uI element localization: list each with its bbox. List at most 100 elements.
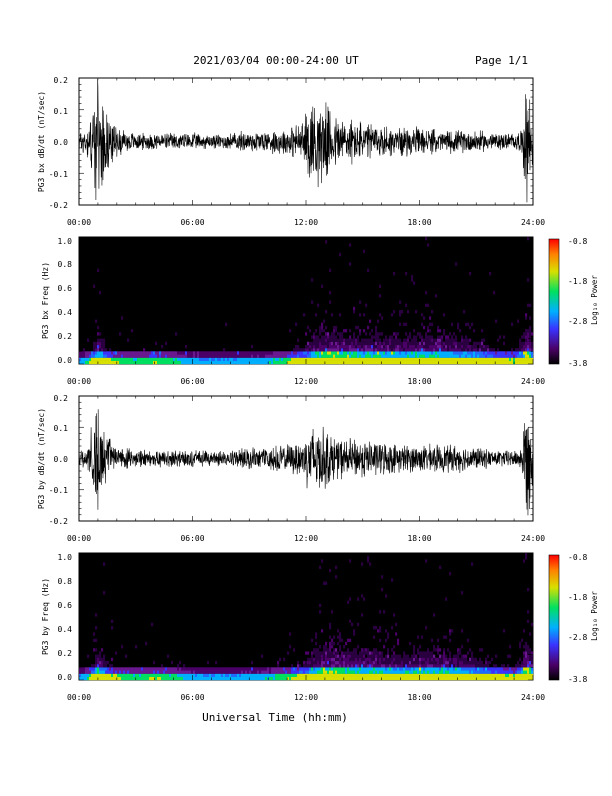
spectrogram-cell <box>509 645 512 649</box>
spectrogram-cell <box>159 360 162 365</box>
spectrogram-cell <box>345 329 348 333</box>
spectrogram-cell <box>411 360 414 365</box>
spectrogram-cell <box>315 648 318 652</box>
spectrogram-cell <box>529 357 532 361</box>
spectrogram-cell <box>315 667 318 671</box>
spectrogram-cell <box>337 332 340 336</box>
spectrogram-cell <box>399 673 402 677</box>
spectrogram-cell <box>249 360 252 365</box>
spectrogram-cell <box>271 357 274 361</box>
spectrogram-cell <box>451 360 454 365</box>
spectrogram-cell <box>359 660 362 665</box>
spectrogram-cell <box>203 354 206 358</box>
spectrogram-cell <box>235 673 238 677</box>
spectrogram-cell <box>319 565 322 570</box>
spectrogram-cell <box>173 667 176 671</box>
spectrogram-cell <box>521 673 524 677</box>
spectrogram-cell <box>523 657 526 662</box>
spectrogram-cell <box>279 351 282 355</box>
spectrogram-cell <box>463 357 466 361</box>
spectrogram-cell <box>419 670 422 674</box>
spectrogram-cell <box>421 670 424 674</box>
spectrogram-cell <box>137 357 140 361</box>
spectrogram-cell <box>111 667 114 671</box>
y-tick-label: 0.2 <box>54 394 69 403</box>
spectrogram-cell <box>255 360 258 365</box>
spectrogram-cell <box>301 357 304 361</box>
spectrogram-cell <box>329 341 332 346</box>
spectrogram-cell <box>513 357 516 361</box>
spectrogram-cell <box>327 360 330 365</box>
spectrogram-cell <box>525 360 528 365</box>
spectrogram-cell <box>245 670 248 674</box>
spectrogram-cell <box>359 341 362 346</box>
spectrogram-cell <box>443 660 446 665</box>
spectrogram-cell <box>451 664 454 668</box>
spectrogram-cell <box>159 670 162 674</box>
spectrogram-cell <box>147 667 150 671</box>
spectrogram-cell <box>519 645 522 649</box>
spectrogram-cell <box>385 338 388 342</box>
spectrogram-cell <box>239 357 242 361</box>
spectrogram-cell <box>315 651 318 655</box>
spectrogram-cell <box>107 357 110 361</box>
spectrogram-cell <box>141 667 144 671</box>
spectrogram-cell <box>491 354 494 358</box>
spectrogram-cell <box>435 664 438 668</box>
spectrogram-cell <box>319 603 322 608</box>
spectrogram-cell <box>337 660 340 665</box>
spectrogram-cell <box>391 648 394 652</box>
spectrogram-cell <box>197 351 200 355</box>
spectrogram-cell <box>369 357 372 361</box>
spectrogram-cell <box>451 335 454 339</box>
spectrogram-cell <box>305 664 308 668</box>
spectrogram-cell <box>377 341 380 346</box>
spectrogram-cell <box>161 360 164 365</box>
spectrogram-cell <box>439 329 442 333</box>
spectrogram-cell <box>83 670 86 674</box>
spectrogram-cell <box>275 673 278 677</box>
spectrogram-cell <box>321 664 324 668</box>
spectrogram-cell <box>471 670 474 674</box>
spectrogram-cell <box>87 667 90 671</box>
spectrogram-cell <box>269 354 272 358</box>
spectrogram-cell <box>443 341 446 346</box>
spectrogram-cell <box>315 313 318 317</box>
spectrogram-cell <box>285 670 288 674</box>
spectrogram-cell <box>129 676 132 681</box>
spectrogram-cell <box>245 357 248 361</box>
spectrogram-cell <box>89 670 92 674</box>
spectrogram-cell <box>487 357 490 361</box>
spectrogram-cell <box>319 645 322 649</box>
spectrogram-cell <box>101 676 104 681</box>
spectrogram-cell <box>357 622 360 627</box>
spectrogram-cell <box>289 670 292 674</box>
spectrogram-cell <box>329 670 332 674</box>
spectrogram-cell <box>447 660 450 665</box>
spectrogram-cell <box>393 660 396 665</box>
spectrogram-cell <box>379 670 382 674</box>
spectrogram-cell <box>497 354 500 358</box>
spectrogram-cell <box>471 360 474 365</box>
spectrogram-cell <box>391 670 394 674</box>
spectrogram-cell <box>121 316 124 320</box>
spectrogram-cell <box>285 354 288 358</box>
spectrogram-cell <box>479 344 482 349</box>
spectrogram-cell <box>133 670 136 674</box>
spectrogram-cell <box>167 354 170 358</box>
spectrogram-cell <box>235 667 238 671</box>
spectrogram-cell <box>243 667 246 671</box>
spectrogram-cell <box>129 673 132 677</box>
spectrogram-cell <box>351 344 354 349</box>
spectrogram-cell <box>103 357 106 361</box>
spectrogram-cell <box>245 676 248 681</box>
spectrogram-cell <box>455 357 458 361</box>
spectrogram-cell <box>299 667 302 671</box>
spectrogram-cell <box>217 357 220 361</box>
spectrogram-cell <box>85 676 88 681</box>
spectrogram-cell <box>443 657 446 662</box>
spectrogram-cell <box>139 676 142 681</box>
spectrogram-cell <box>359 351 362 355</box>
spectrogram-cell <box>323 360 326 365</box>
spectrogram-cell <box>225 670 228 674</box>
